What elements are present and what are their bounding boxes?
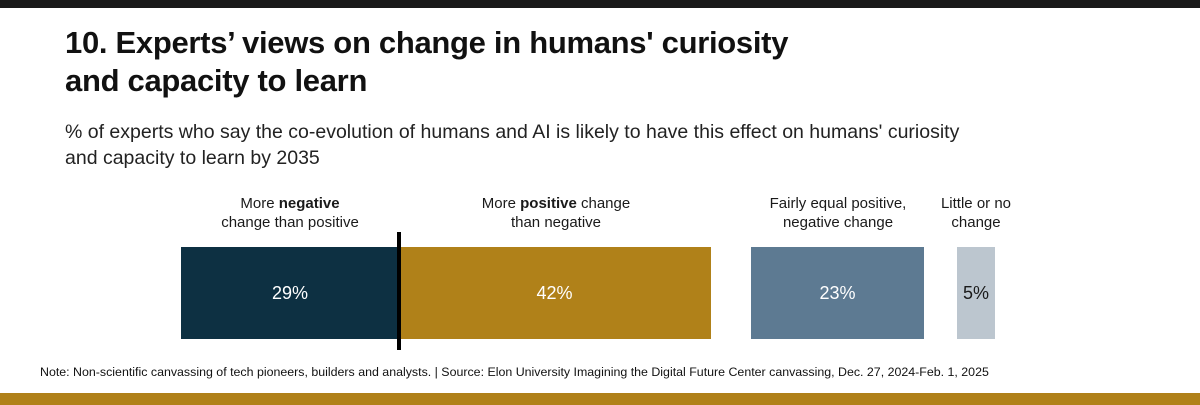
category-label-text: than negative: [510, 214, 602, 231]
bar-chart: 29% More negative change than positive 42% M…: [0, 180, 1200, 360]
bar-little: 5%: [957, 247, 995, 339]
chart-title: 10. Experts’ views on change in humans' …: [65, 24, 965, 100]
value-label-little: 5%: [962, 282, 989, 303]
category-label-line: change than positive: [170, 213, 410, 232]
category-label-equal: Fairly equal positive, negative change: [738, 194, 938, 232]
category-label-text: More: [481, 195, 521, 212]
category-label-line: More negative: [170, 194, 410, 213]
value-label-equal: 23%: [819, 282, 856, 303]
bottom-accent-bar: [0, 393, 1200, 405]
category-label-text: Fairly equal positive,: [769, 195, 907, 212]
chart-title-line-1: 10. Experts’ views on change in humans' …: [65, 25, 789, 60]
category-label-line: change: [916, 213, 1036, 232]
value-label-positive: 42%: [536, 282, 573, 303]
negative-positive-divider: [397, 232, 401, 350]
bar-positive: 42%: [398, 247, 711, 339]
category-label-text: negative change: [782, 214, 894, 231]
chart-subtitle-line-2: and capacity to learn by 2035: [65, 147, 320, 169]
category-label-text: More: [240, 195, 279, 212]
category-label-emphasis: negative: [278, 195, 340, 212]
category-label-text: Little or no: [940, 195, 1012, 212]
top-border-bar: [0, 0, 1200, 8]
category-label-line: than negative: [426, 213, 686, 232]
category-label-text: change than positive: [221, 214, 359, 231]
category-label-text: change: [576, 195, 631, 212]
category-label-emphasis: positive: [520, 195, 577, 212]
source-note: Note: Non-scientific canvassing of tech …: [40, 365, 989, 379]
category-label-line: Little or no: [916, 194, 1036, 213]
bar-negative: 29%: [181, 247, 399, 339]
category-label-little: Little or no change: [916, 194, 1036, 232]
category-label-line: negative change: [738, 213, 938, 232]
chart-subtitle: % of experts who say the co-evolution of…: [65, 119, 1085, 171]
category-label-line: More positive change: [426, 194, 686, 213]
chart-subtitle-line-1: % of experts who say the co-evolution of…: [65, 121, 960, 143]
chart-title-line-2: and capacity to learn: [65, 63, 368, 98]
category-label-negative: More negative change than positive: [170, 194, 410, 232]
category-label-text: change: [951, 214, 1001, 231]
category-label-positive: More positive change than negative: [426, 194, 686, 232]
value-label-negative: 29%: [271, 282, 309, 303]
bar-equal: 23%: [751, 247, 924, 339]
category-label-line: Fairly equal positive,: [738, 194, 938, 213]
